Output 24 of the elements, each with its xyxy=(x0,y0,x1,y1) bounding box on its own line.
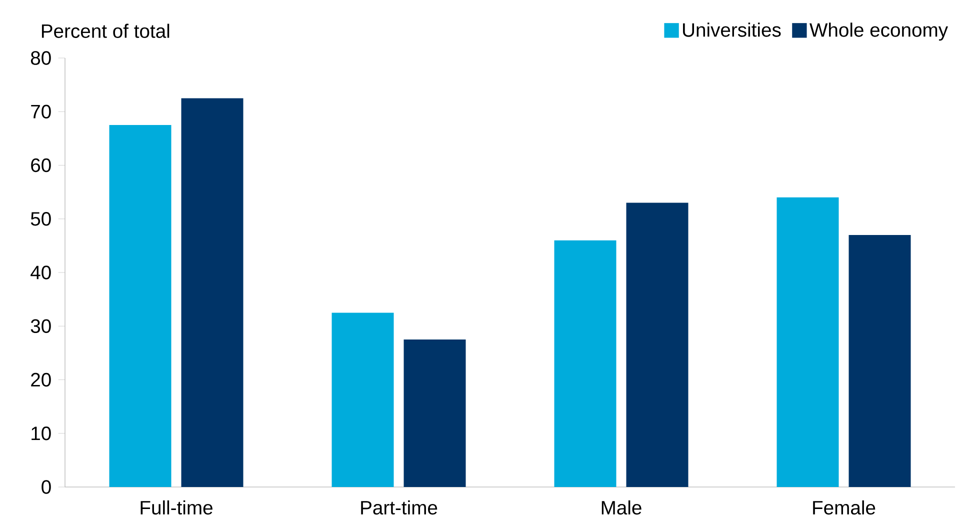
bar xyxy=(776,197,839,487)
bar xyxy=(404,340,466,487)
legend-label: Universities xyxy=(683,22,781,37)
bar xyxy=(109,125,172,487)
bar xyxy=(848,234,911,487)
y-tick-label: 50 xyxy=(30,212,51,226)
y-tick-label: 80 xyxy=(30,51,51,65)
y-tick-label: 10 xyxy=(32,426,51,440)
y-axis-title: Percent of total xyxy=(42,24,170,38)
legend-label: Whole economy xyxy=(810,22,948,41)
y-tick-label: 30 xyxy=(30,319,51,333)
bar xyxy=(626,202,688,487)
x-tick-label: Part-time xyxy=(361,500,438,515)
bar xyxy=(181,98,244,487)
y-tick-label: 40 xyxy=(30,266,51,280)
y-tick-label: 70 xyxy=(31,104,51,118)
y-tick-label: 0 xyxy=(42,480,51,494)
x-tick-label: Female xyxy=(813,500,876,515)
y-tick-label: 60 xyxy=(31,158,51,172)
bar xyxy=(332,312,394,487)
bar xyxy=(554,240,616,487)
x-tick-label: Full-time xyxy=(140,500,212,515)
y-tick-label: 20 xyxy=(31,372,51,387)
x-tick-label: Male xyxy=(602,500,642,515)
